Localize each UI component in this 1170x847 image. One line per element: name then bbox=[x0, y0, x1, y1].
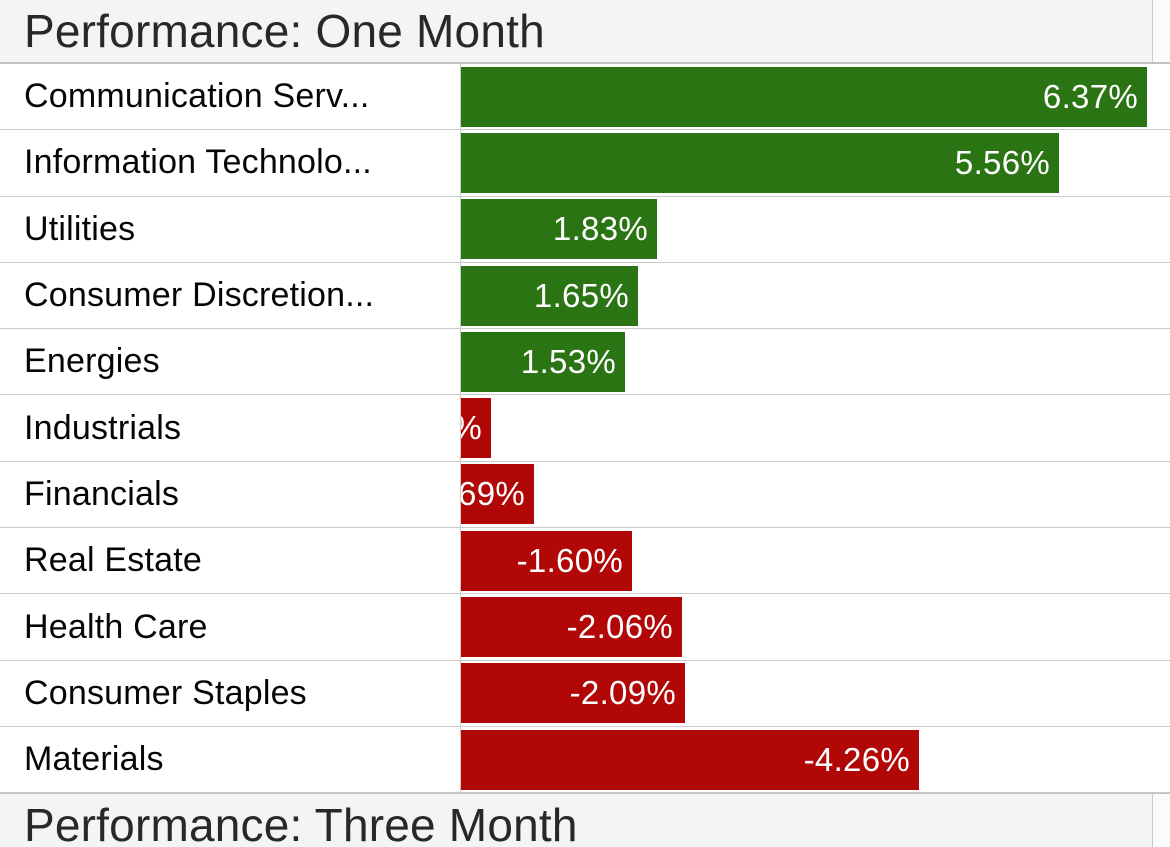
performance-bar: 5.56% bbox=[461, 132, 1059, 193]
performance-bar: 1.53% bbox=[461, 331, 625, 392]
sector-label: Health Care bbox=[24, 607, 208, 646]
performance-bar: -1.60% bbox=[461, 530, 632, 591]
performance-value-label: 5.56% bbox=[954, 143, 1050, 181]
sector-label-cell: Information Technolo... bbox=[0, 130, 460, 195]
sector-label: Communication Serv... bbox=[24, 77, 370, 116]
performance-bar: 6.37% bbox=[461, 66, 1147, 127]
sector-row[interactable]: Communication Serv... 6.37% bbox=[0, 64, 1170, 131]
sector-row[interactable]: Real Estate -1.60% bbox=[0, 528, 1170, 595]
performance-value-label: -4.26% bbox=[803, 740, 910, 778]
performance-bar: 1.83% bbox=[461, 199, 657, 260]
section-title-three-month: Performance: Three Month bbox=[24, 798, 578, 847]
sector-row[interactable]: Health Care -2.06% bbox=[0, 594, 1170, 661]
performance-bar: -2.06% bbox=[461, 597, 682, 658]
sector-row[interactable]: Consumer Staples -2.09% bbox=[0, 660, 1170, 727]
sector-label: Real Estate bbox=[24, 541, 202, 580]
sector-bar-cell: -1.60% bbox=[460, 528, 1170, 594]
sector-bar-cell: -0.69% bbox=[460, 461, 1170, 528]
performance-bar: -0.69% bbox=[460, 464, 534, 525]
sector-label: Consumer Staples bbox=[24, 673, 307, 712]
sector-bar-cell: -0.29% bbox=[460, 395, 1170, 461]
performance-value-label: 1.83% bbox=[552, 210, 648, 248]
sector-label-cell: Financials bbox=[0, 462, 460, 527]
sector-label: Materials bbox=[24, 740, 164, 779]
performance-value-label: -2.06% bbox=[566, 608, 673, 646]
sector-row[interactable]: Consumer Discretion... 1.65% bbox=[0, 262, 1170, 330]
sector-row[interactable]: Materials -4.26% bbox=[0, 726, 1170, 794]
performance-value-label: 1.65% bbox=[533, 276, 629, 314]
performance-value-label: -0.69% bbox=[460, 475, 525, 513]
sector-bar-cell: 6.37% bbox=[460, 64, 1170, 130]
performance-value-label: -2.09% bbox=[569, 674, 676, 712]
sector-bar-cell: 1.53% bbox=[460, 329, 1170, 395]
performance-bar: -4.26% bbox=[461, 729, 919, 790]
sector-label-cell: Materials bbox=[0, 727, 460, 792]
sector-label: Energies bbox=[24, 342, 160, 381]
sector-label: Consumer Discretion... bbox=[24, 276, 375, 315]
section-title-one-month: Performance: One Month bbox=[24, 5, 545, 57]
sector-label: Industrials bbox=[24, 408, 182, 447]
sector-row[interactable]: Utilities 1.83% bbox=[0, 196, 1170, 263]
sector-bar-cell: 1.65% bbox=[460, 262, 1170, 329]
sector-label-cell: Communication Serv... bbox=[0, 64, 460, 129]
performance-value-label: 6.37% bbox=[1042, 77, 1138, 115]
sector-row[interactable]: Information Technolo... 5.56% bbox=[0, 130, 1170, 197]
sector-label-cell: Health Care bbox=[0, 594, 460, 659]
sector-label-cell: Industrials bbox=[0, 395, 460, 460]
sector-bar-cell: -2.06% bbox=[460, 594, 1170, 660]
sector-performance-list: Communication Serv... 6.37% Information … bbox=[0, 64, 1170, 794]
section-header-one-month: Performance: One Month bbox=[0, 0, 1170, 64]
sector-bar-cell: -2.09% bbox=[460, 660, 1170, 726]
sector-label: Utilities bbox=[24, 209, 136, 248]
performance-bar: 1.65% bbox=[461, 265, 638, 326]
sector-bar-cell: 5.56% bbox=[460, 130, 1170, 196]
sector-label: Financials bbox=[24, 474, 180, 513]
sector-bar-cell: 1.83% bbox=[460, 196, 1170, 262]
sector-bar-cell: -4.26% bbox=[460, 726, 1170, 793]
sector-row[interactable]: Financials -0.69% bbox=[0, 461, 1170, 529]
sector-label-cell: Real Estate bbox=[0, 528, 460, 593]
sector-label: Information Technolo... bbox=[24, 143, 372, 182]
performance-value-label: -0.29% bbox=[461, 409, 491, 447]
performance-bar: -2.09% bbox=[461, 663, 685, 724]
performance-value-label: -1.60% bbox=[516, 541, 623, 579]
performance-value-label: 1.53% bbox=[520, 342, 616, 380]
performance-bar: -0.29% bbox=[461, 398, 491, 459]
sector-label-cell: Consumer Staples bbox=[0, 661, 460, 726]
sector-label-cell: Consumer Discretion... bbox=[0, 263, 460, 328]
sector-row[interactable]: Energies 1.53% bbox=[0, 329, 1170, 396]
sector-row[interactable]: Industrials -0.29% bbox=[0, 395, 1170, 462]
section-header-three-month: Performance: Three Month bbox=[0, 793, 1170, 847]
sector-label-cell: Utilities bbox=[0, 197, 460, 262]
sector-label-cell: Energies bbox=[0, 329, 460, 394]
